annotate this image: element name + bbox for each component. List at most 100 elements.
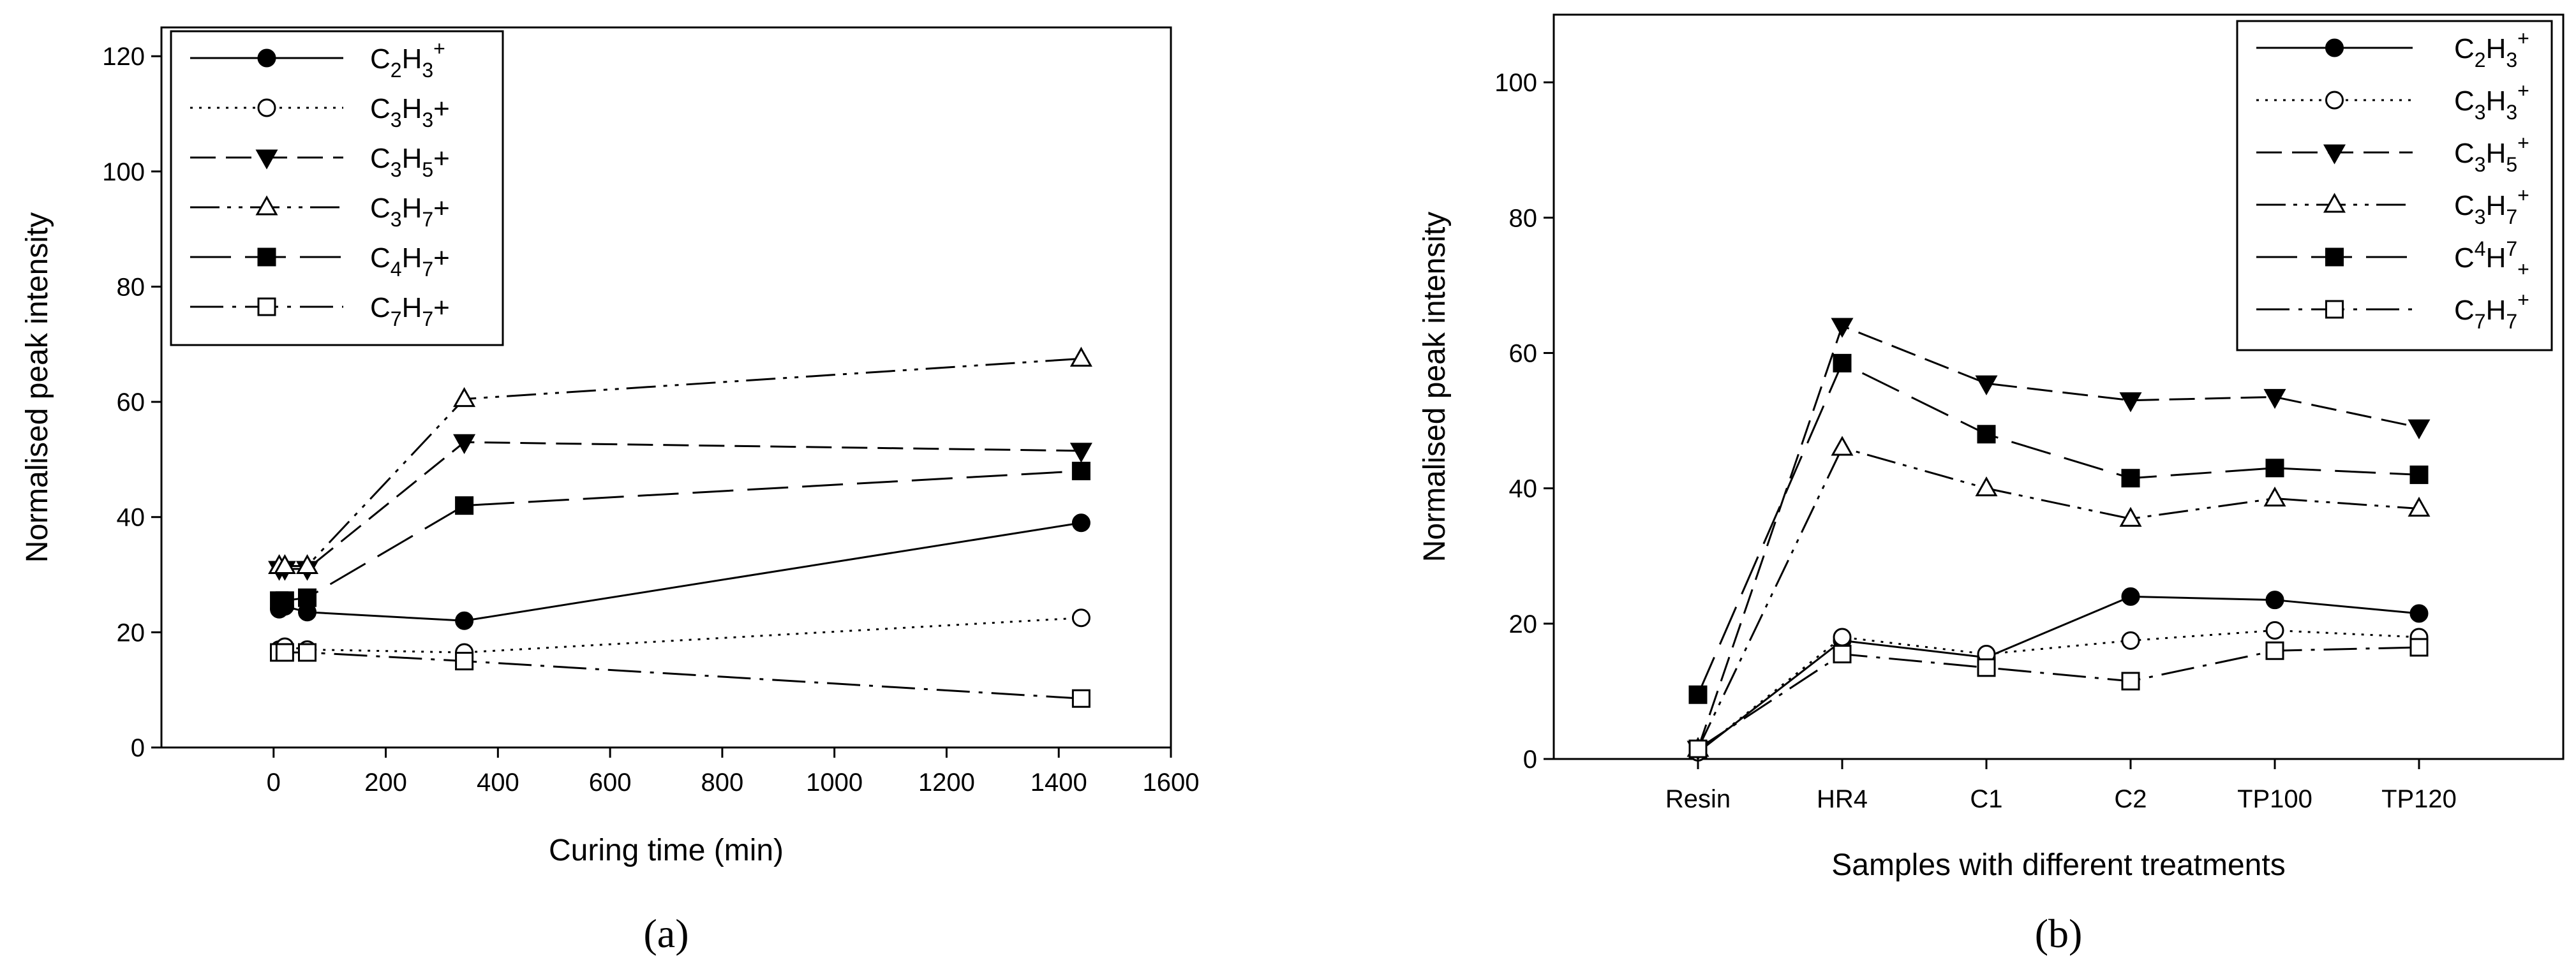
- data-point: [1069, 346, 1092, 367]
- panel-label: (a): [643, 911, 689, 956]
- legend-label-part: 7: [422, 208, 433, 231]
- x-tick-label: 1400: [1031, 769, 1087, 797]
- legend-label-part: H: [402, 43, 422, 75]
- y-tick-label: 40: [1509, 475, 1538, 503]
- legend-marker: [257, 48, 276, 68]
- y-tick-label: 80: [117, 273, 145, 301]
- legend-label: C3H7+: [2454, 184, 2529, 228]
- x-tick-label: TP100: [2237, 785, 2312, 813]
- series-C3H7+: [1686, 436, 2431, 757]
- data-point: [2121, 469, 2140, 488]
- legend-label-part: 3: [2475, 205, 2486, 228]
- x-tick-label: 600: [589, 769, 632, 797]
- legend-label-part: C: [2454, 33, 2475, 64]
- legend-label-part: H: [2486, 33, 2506, 64]
- legend-label-part: 3: [422, 108, 433, 131]
- legend-marker: [2325, 247, 2344, 267]
- legend-label-part: +: [433, 242, 450, 274]
- legend-label-part: H: [402, 193, 422, 224]
- data-point: [2265, 621, 2284, 640]
- data-point: [1831, 318, 1854, 338]
- series-line: [1697, 595, 2420, 753]
- legend-marker: [2325, 38, 2344, 57]
- y-tick-label: 100: [102, 158, 145, 186]
- data-point: [2408, 496, 2431, 517]
- legend-label-part: H: [402, 93, 422, 124]
- legend-label-part: C: [370, 43, 391, 75]
- x-tick-label: Resin: [1665, 785, 1731, 813]
- legend-label-part: 3: [2475, 153, 2486, 176]
- series-C3H3+: [1688, 621, 2429, 762]
- data-point: [1071, 689, 1091, 708]
- data-point: [1831, 436, 1854, 456]
- legend-marker: [257, 247, 276, 267]
- series-line: [1697, 362, 2420, 695]
- series-C2H3+: [270, 513, 1091, 630]
- legend-label-part: C: [370, 193, 391, 224]
- series-C3H5+: [1686, 318, 2431, 761]
- data-point: [1833, 645, 1852, 664]
- data-point: [453, 387, 476, 408]
- x-tick-label: TP120: [2381, 785, 2457, 813]
- legend-label: C3H5+: [370, 143, 450, 181]
- x-tick-label: C2: [2114, 785, 2147, 813]
- legend-label-part: 3: [2506, 48, 2517, 71]
- legend-label-part: 3: [2475, 101, 2486, 124]
- data-point: [275, 643, 294, 662]
- x-tick-label: 1200: [918, 769, 975, 797]
- legend-label-part: H: [2486, 85, 2506, 117]
- legend-marker: [2325, 300, 2344, 319]
- legend: C2H3+C3H3+C3H5+C3H7+C4H7+C7H7+: [170, 30, 504, 346]
- legend-box: [2236, 20, 2553, 351]
- plot-frame: [160, 26, 1172, 749]
- x-axis-title: Curing time (min): [549, 834, 784, 867]
- data-point: [2121, 587, 2140, 606]
- data-point: [1071, 608, 1091, 628]
- legend-label-part: 7: [2506, 310, 2517, 333]
- data-point: [1833, 353, 1852, 372]
- legend: C2H3+C3H3+C3H5+C3H7+C4H7+C7H7+: [2236, 20, 2553, 351]
- x-tick-label: 800: [701, 769, 744, 797]
- y-axis-title: Normalised peak intensity: [20, 212, 54, 563]
- x-tick-label: 0: [267, 769, 281, 797]
- data-point: [1071, 513, 1091, 533]
- x-tick-label: 1000: [806, 769, 863, 797]
- legend-label-part: 3: [391, 208, 402, 231]
- y-tick-label: 0: [131, 734, 145, 762]
- series-C3H5+: [268, 434, 1092, 581]
- legend-label: C4H7+: [370, 242, 450, 281]
- x-axis-title: Samples with different treatments: [1831, 848, 2285, 882]
- legend-label-part: C: [2454, 295, 2475, 326]
- data-point: [2119, 506, 2142, 527]
- data-point: [2121, 631, 2140, 650]
- data-point: [453, 434, 476, 454]
- data-point: [2263, 486, 2286, 507]
- legend-label-part: +: [2517, 258, 2529, 281]
- legend-label-part: +: [2517, 27, 2529, 50]
- legend-label-part: H: [402, 143, 422, 174]
- data-point: [455, 652, 474, 671]
- legend-label-part: 5: [422, 158, 433, 181]
- legend-label-part: 5: [2506, 153, 2517, 176]
- legend-label: C7H7+: [370, 292, 450, 330]
- data-point: [1975, 476, 1998, 497]
- data-point: [455, 611, 474, 630]
- panel-label-text: (a): [643, 911, 689, 956]
- data-point: [2409, 465, 2429, 484]
- legend-label-part: 2: [391, 59, 402, 82]
- data-point: [1833, 628, 1852, 647]
- series-line: [278, 522, 1082, 622]
- data-point: [1975, 375, 1998, 395]
- series-line: [278, 617, 1082, 654]
- series-C7H7+: [1688, 638, 2429, 758]
- data-point: [2265, 459, 2284, 478]
- data-point: [1071, 461, 1091, 480]
- legend-label-part: +: [433, 37, 445, 60]
- legend-label-part: H: [2486, 295, 2506, 326]
- panel-label: (b): [2035, 911, 2083, 956]
- x-tick-label: 200: [364, 769, 407, 797]
- legend-label-part: 7: [391, 307, 402, 330]
- legend-marker: [2323, 193, 2346, 213]
